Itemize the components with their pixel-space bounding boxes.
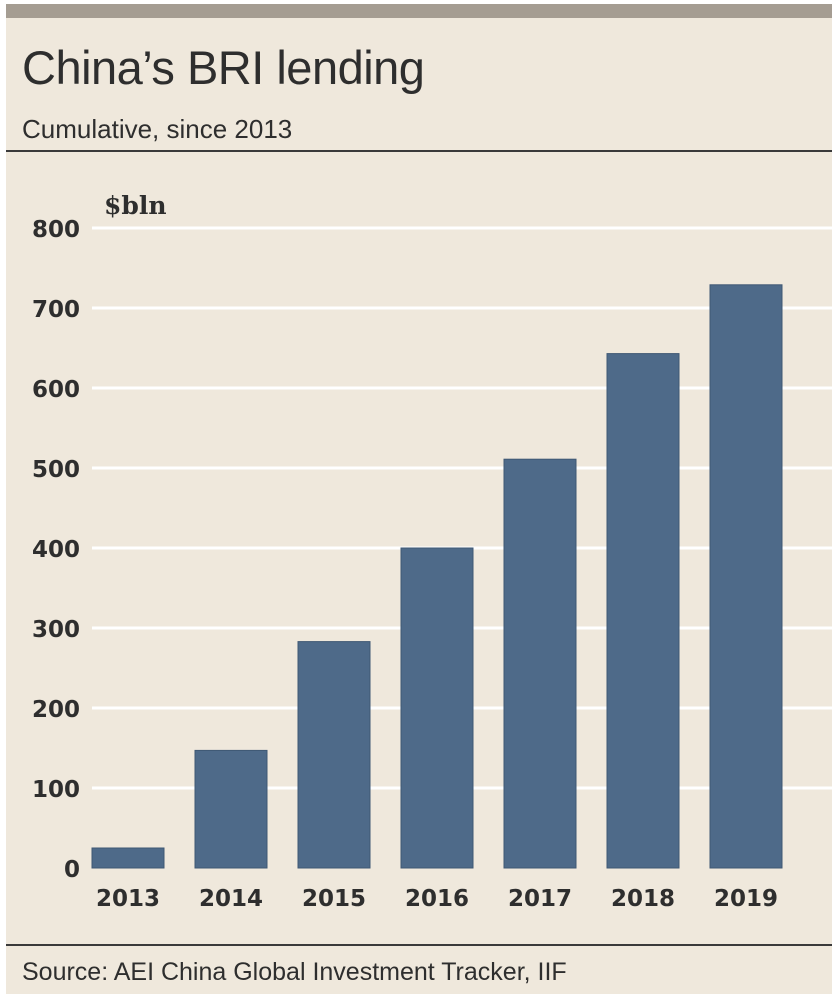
top-accent-bar [6, 4, 832, 18]
source-note: Source: AEI China Global Investment Trac… [22, 958, 567, 986]
bar-2016 [400, 547, 474, 869]
y-tick-label: 600 [32, 377, 80, 403]
bar-2013 [91, 847, 165, 869]
y-tick-label: 100 [32, 777, 80, 803]
y-tick-label: 800 [32, 217, 80, 243]
bar-2018 [606, 353, 680, 869]
x-tick-label: 2019 [714, 886, 778, 912]
x-tick-label: 2018 [611, 886, 675, 912]
chart-title: China’s BRI lending [22, 41, 425, 94]
x-tick-label: 2014 [199, 886, 263, 912]
bars [91, 284, 783, 869]
bar-2019 [709, 284, 783, 869]
y-axis-unit-label: $bln [104, 191, 167, 220]
bar-2017 [503, 458, 577, 869]
y-tick-label: 0 [64, 857, 80, 883]
chart-card: China’s BRI lending Cumulative, since 20… [6, 4, 832, 994]
x-tick-label: 2017 [508, 886, 572, 912]
y-tick-label: 700 [32, 297, 80, 323]
footer-divider [6, 944, 832, 946]
y-tick-label: 200 [32, 697, 80, 723]
x-axis-ticks: 2013 2014 2015 2016 2017 2018 2019 [96, 886, 778, 912]
bar-2015 [297, 641, 371, 869]
y-tick-label: 400 [32, 537, 80, 563]
bar-2014 [194, 749, 268, 869]
header-divider [6, 150, 832, 152]
x-tick-label: 2015 [302, 886, 366, 912]
y-tick-label: 300 [32, 617, 80, 643]
y-tick-label: 500 [32, 457, 80, 483]
x-tick-label: 2013 [96, 886, 160, 912]
y-axis-ticks: 0 100 200 300 400 500 600 700 800 [32, 217, 80, 883]
x-tick-label: 2016 [405, 886, 469, 912]
chart-subtitle: Cumulative, since 2013 [22, 114, 293, 144]
